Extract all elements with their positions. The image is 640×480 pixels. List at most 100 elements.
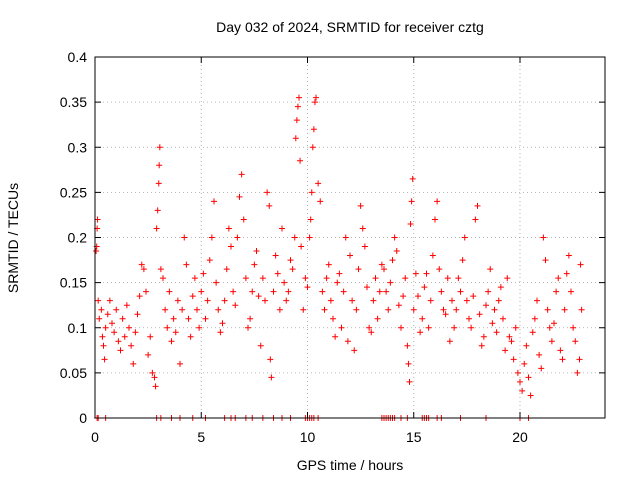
data-point: [561, 306, 568, 313]
data-point: [126, 324, 132, 331]
data-point: [200, 270, 207, 277]
data-point: [106, 297, 113, 304]
data-point: [262, 297, 268, 304]
data-point: [472, 216, 479, 223]
data-point: [268, 374, 275, 381]
data-point: [310, 126, 317, 133]
data-point: [419, 315, 426, 322]
data-point: [249, 288, 256, 295]
y-tick-label: 0.25: [60, 184, 87, 200]
data-point: [544, 306, 551, 313]
data-point: [152, 383, 159, 390]
data-point: [128, 342, 135, 349]
data-point: [442, 311, 449, 318]
data-point: [559, 356, 566, 363]
data-point: [523, 342, 530, 349]
data-point: [111, 329, 118, 336]
data-point: [313, 94, 319, 101]
data-point: [480, 333, 487, 340]
data-point: [459, 257, 466, 264]
x-tick-label: 5: [197, 429, 205, 445]
data-point: [315, 180, 322, 187]
data-points: [93, 94, 585, 421]
data-point: [383, 288, 390, 295]
data-point: [463, 297, 470, 304]
data-point: [264, 189, 271, 196]
data-point: [517, 378, 523, 385]
data-point: [521, 360, 528, 367]
data-point: [366, 324, 373, 331]
data-point: [429, 252, 436, 259]
data-point: [510, 356, 517, 363]
data-point: [551, 320, 557, 327]
data-point: [436, 266, 443, 273]
data-point: [245, 324, 251, 331]
data-point: [325, 261, 332, 268]
data-point: [202, 315, 209, 322]
data-point: [109, 320, 115, 327]
data-point: [172, 329, 179, 336]
data-point: [208, 234, 215, 241]
data-point: [292, 135, 299, 142]
data-point: [157, 266, 164, 273]
data-point: [506, 333, 513, 340]
data-point: [267, 356, 274, 363]
data-point: [540, 234, 547, 241]
data-point: [168, 338, 175, 345]
data-point: [387, 279, 394, 286]
data-point: [334, 279, 341, 286]
data-point: [291, 234, 298, 241]
data-point: [93, 248, 100, 255]
data-point: [230, 288, 237, 295]
data-point: [370, 297, 377, 304]
data-point: [578, 306, 585, 313]
data-point: [402, 275, 409, 282]
data-point: [536, 351, 543, 358]
data-point: [455, 275, 462, 282]
data-point: [449, 297, 455, 304]
data-point: [489, 320, 496, 327]
data-point: [100, 342, 107, 349]
data-point: [568, 288, 574, 295]
x-tick-label: 20: [512, 429, 528, 445]
data-point: [121, 333, 128, 340]
data-point: [298, 243, 305, 250]
data-point: [525, 374, 532, 381]
data-point: [194, 306, 200, 313]
data-point: [376, 288, 383, 295]
data-point: [130, 360, 137, 367]
data-point: [308, 189, 315, 196]
data-point: [357, 202, 364, 209]
x-tick-label: 15: [406, 429, 422, 445]
data-point: [155, 180, 162, 187]
data-point: [427, 297, 434, 304]
data-point: [548, 338, 555, 345]
data-point: [247, 315, 254, 322]
data-point: [321, 306, 328, 313]
data-point: [502, 347, 509, 354]
data-point: [102, 324, 109, 331]
data-point: [95, 297, 102, 304]
data-point: [117, 347, 124, 354]
data-point: [153, 225, 160, 232]
data-point: [160, 275, 166, 282]
data-point: [138, 261, 145, 268]
data-point: [491, 306, 498, 313]
data-point: [519, 387, 526, 394]
data-point: [294, 103, 301, 110]
y-tick-label: 0.3: [68, 139, 88, 155]
data-point: [236, 193, 243, 200]
data-point: [457, 288, 464, 295]
data-point: [404, 342, 411, 349]
data-point: [206, 257, 213, 264]
data-point: [572, 338, 579, 345]
data-point: [542, 257, 549, 264]
data-point: [538, 365, 545, 372]
data-point: [410, 306, 417, 313]
data-point: [495, 297, 502, 304]
data-point: [156, 162, 163, 169]
data-point: [351, 347, 358, 354]
data-point: [240, 216, 247, 223]
data-point: [134, 311, 141, 318]
data-point: [319, 288, 326, 295]
